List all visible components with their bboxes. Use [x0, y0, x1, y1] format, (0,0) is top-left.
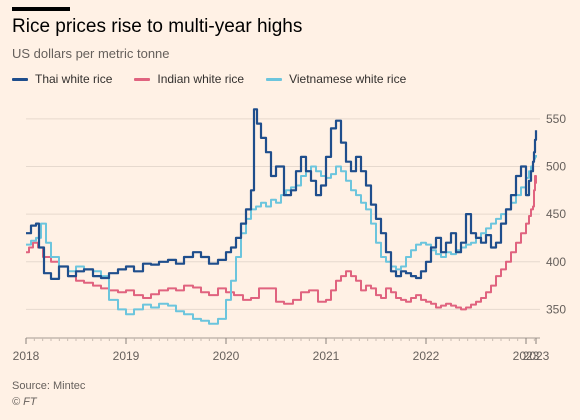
legend-swatch-vietnamese [266, 77, 283, 81]
x-tick-label-4: 2022 [413, 349, 440, 363]
x-tick-label-5: 2023 [513, 349, 540, 363]
ft-credit: © FT [12, 396, 37, 408]
legend-item-indian: Indian white rice [134, 72, 244, 86]
legend-item-thai: Thai white rice [12, 72, 112, 86]
x-tick-label-3: 2021 [313, 349, 340, 363]
source-note: Source: Mintec [12, 380, 86, 392]
x-tick-label-6: 2023 [523, 349, 550, 363]
legend-label-thai: Thai white rice [35, 72, 113, 86]
x-tick-label-1: 2019 [113, 349, 140, 363]
y-tick-label-400: 400 [546, 255, 566, 269]
series-line-indian-white-rice [26, 175, 537, 311]
x-tick-label-2: 2020 [213, 349, 240, 363]
series-line-thai-white-rice [26, 108, 538, 280]
legend-swatch-thai [12, 77, 28, 81]
chart-subtitle: US dollars per metric tonne [12, 46, 170, 61]
series-line-vietnamese-white-rice [26, 155, 537, 325]
chart-legend: Thai white rice Indian white rice Vietna… [12, 72, 428, 86]
legend-label-indian: Indian white rice [157, 72, 245, 86]
chart-title: Rice prices rise to multi-year highs [12, 16, 303, 37]
y-tick-label-350: 350 [546, 302, 566, 316]
y-tick-label-550: 550 [546, 112, 566, 126]
legend-label-vietnamese: Vietnamese white rice [289, 72, 407, 86]
brand-bar [12, 7, 70, 11]
y-tick-label-450: 450 [546, 207, 566, 221]
y-tick-label-500: 500 [546, 159, 566, 173]
legend-swatch-indian [134, 77, 151, 81]
x-tick-label-0: 2018 [13, 349, 40, 363]
legend-item-vietnamese: Vietnamese white rice [266, 72, 406, 86]
